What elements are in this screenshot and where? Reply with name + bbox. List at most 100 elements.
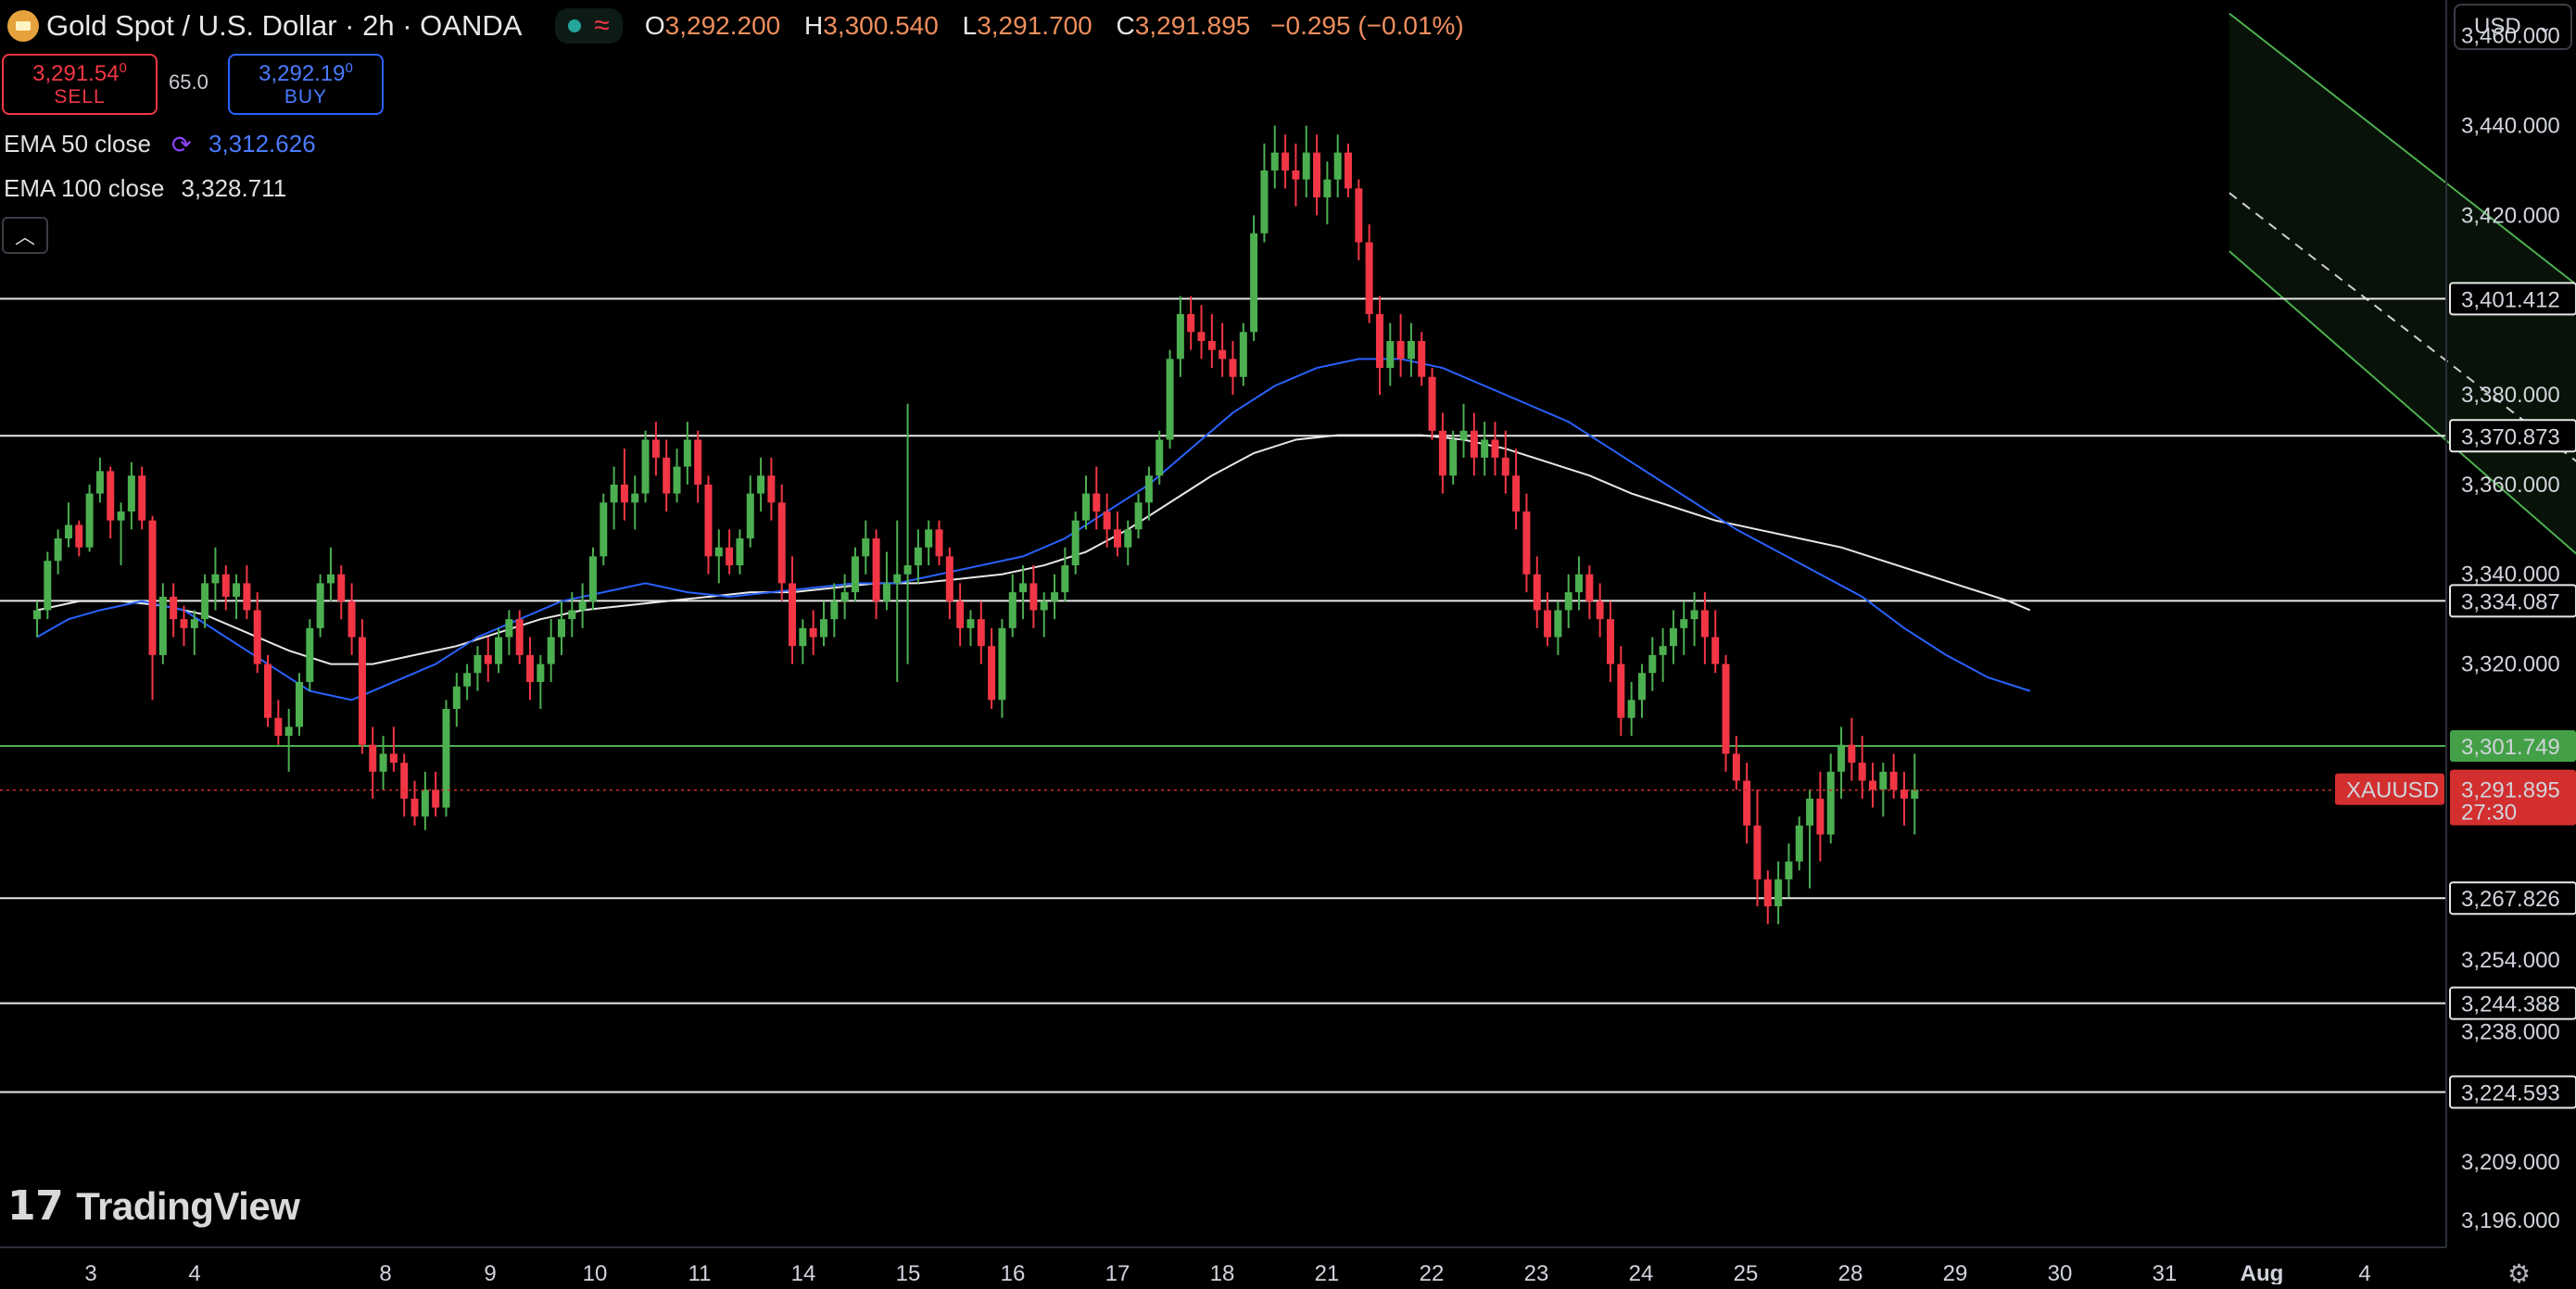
- collapse-legend-button[interactable]: ︿: [2, 217, 48, 254]
- level-price-label: 3,370.873: [2461, 424, 2560, 449]
- indicator-ema50[interactable]: EMA 50 close ⟳ 3,312.626: [4, 130, 316, 158]
- level-price-label-box: [2449, 881, 2576, 916]
- candle-body-3-6: [410, 798, 419, 817]
- candle-body-5-8: [641, 439, 650, 494]
- candle-body-1-2: [158, 596, 167, 655]
- candle-body-17-8: [1900, 790, 1908, 799]
- candle-body-12-1: [1302, 152, 1310, 180]
- time-tick-label: 29: [1943, 1261, 1968, 1284]
- candle-body-16-5: [1763, 878, 1772, 907]
- candle-body-8-5: [925, 529, 933, 548]
- sync-icon[interactable]: ⟳: [170, 130, 192, 158]
- price-tick-label: 3,209.000: [2461, 1150, 2560, 1175]
- candle-body-0-0: [33, 610, 41, 620]
- candle-body-12-0: [1292, 170, 1300, 180]
- logo-text: TradingView: [76, 1183, 300, 1228]
- symbol-tag: [2335, 773, 2444, 805]
- candle-body-15-7: [1680, 619, 1688, 628]
- tradingview-mark-icon: 𝟭𝟳: [7, 1183, 64, 1229]
- candle-body-16-2: [1732, 753, 1740, 781]
- price-axis[interactable]: 3,460.000 3,440.000 3,420.000 3,380.000 3,36…: [2335, 0, 2576, 1247]
- candle-body-16-4: [1753, 825, 1762, 879]
- candle-body-7-9: [862, 538, 870, 557]
- candle-body-10-1: [1092, 493, 1101, 512]
- market-status-pill[interactable]: ≈: [555, 8, 623, 44]
- candle-body-5-7: [631, 493, 639, 503]
- candle-body-6-0: [663, 457, 671, 494]
- candle-body-13-2: [1418, 340, 1426, 377]
- candle-body-16-6: [1774, 878, 1783, 907]
- candle-body-5-2: [578, 600, 587, 611]
- time-tick-label: 4: [2358, 1261, 2370, 1284]
- time-tick-label: 18: [1210, 1261, 1235, 1284]
- candle-body-3-5: [400, 763, 409, 799]
- descending-channel[interactable]: [2229, 12, 2576, 1203]
- candle-body-9-7: [1051, 592, 1059, 601]
- indicator-ema100-value: 3,328.711: [181, 174, 287, 202]
- time-tick-label: Aug: [2241, 1261, 2284, 1284]
- candle-body-13-8: [1481, 439, 1489, 458]
- candle-body-0-6: [95, 471, 104, 494]
- close-label: C: [1116, 11, 1135, 40]
- candle-body-14-0: [1501, 457, 1509, 476]
- candle-body-1-7: [211, 574, 220, 584]
- candle-body-15-9: [1700, 610, 1709, 638]
- candle-body-4-9: [547, 637, 555, 664]
- candle-body-9-3: [1008, 592, 1017, 628]
- indicator-ema100-label: EMA 100 close: [4, 174, 165, 202]
- level-price-label-box: [2449, 986, 2576, 1020]
- sell-button[interactable]: 3,291.540 SELL: [2, 54, 158, 115]
- level-price-label-box: [2449, 1075, 2576, 1109]
- candle-body-9-2: [998, 627, 1006, 701]
- candle-body-2-7: [316, 583, 324, 628]
- candle-body-4-0: [452, 686, 461, 709]
- candle-body-10-4: [1124, 529, 1132, 548]
- price-tick-label: 3,320.000: [2461, 652, 2560, 677]
- candle-body-11-2: [1207, 340, 1216, 350]
- open-value: 3,292.200: [664, 11, 781, 40]
- market-open-dot-icon: [568, 19, 582, 32]
- candle-body-13-5: [1449, 439, 1458, 476]
- candle-body-5-6: [620, 484, 628, 503]
- candle-body-5-3: [588, 556, 597, 601]
- ema50-line: [36, 358, 2031, 701]
- candle-body-7-1: [777, 502, 786, 584]
- candle-body-16-0: [1711, 637, 1720, 664]
- candle-body-17-3: [1848, 744, 1856, 764]
- level-price-label: 3,301.749: [2461, 735, 2560, 760]
- candles: [33, 125, 1919, 925]
- currency-select[interactable]: USD ⌄: [2454, 4, 2572, 50]
- channel-upper-line[interactable]: [2229, 12, 2576, 866]
- level-price-label-box: [2449, 419, 2576, 453]
- candle-body-7-3: [799, 627, 807, 647]
- candle-body-9-4: [1019, 583, 1028, 593]
- last-price-tag: [2450, 769, 2576, 826]
- candle-body-6-4: [704, 484, 713, 557]
- candle-body-4-1: [463, 673, 472, 687]
- level-price-label: 3,401.412: [2461, 287, 2560, 312]
- channel-fill: [2229, 13, 2576, 554]
- settings-gear-icon[interactable]: ⚙: [2507, 1259, 2532, 1288]
- candle-body-12-2: [1313, 152, 1321, 198]
- channel-lower-line[interactable]: [2229, 250, 2576, 1202]
- candle-body-7-8: [851, 556, 859, 593]
- candle-body-8-6: [935, 529, 943, 557]
- candle-body-1-3: [170, 596, 178, 620]
- countdown-label: 27:30: [2461, 801, 2517, 826]
- time-tick-label: 30: [2048, 1261, 2073, 1284]
- candle-body-2-4: [284, 727, 293, 737]
- candle-body-6-7: [736, 538, 744, 566]
- candle-body-11-1: [1197, 332, 1206, 341]
- ema-lines: [36, 358, 2031, 701]
- indicator-ema100[interactable]: EMA 100 close 3,328.711: [4, 174, 286, 203]
- buy-button[interactable]: 3,292.190 BUY: [228, 54, 384, 115]
- time-tick-label: 14: [791, 1261, 816, 1284]
- candle-body-4-8: [537, 663, 545, 682]
- time-axis[interactable]: 3 4 8 9 10 11 14 15 16 17 18 21 22 23 24 25 28 29 30 31 Aug 4: [0, 1246, 2446, 1284]
- candle-body-8-9: [966, 619, 975, 628]
- horizontal-levels[interactable]: [0, 297, 2446, 1093]
- candle-body-6-6: [726, 547, 734, 566]
- candle-body-11-7: [1260, 170, 1269, 234]
- symbol-title[interactable]: Gold Spot / U.S. Dollar · 2h · OANDA: [46, 9, 523, 42]
